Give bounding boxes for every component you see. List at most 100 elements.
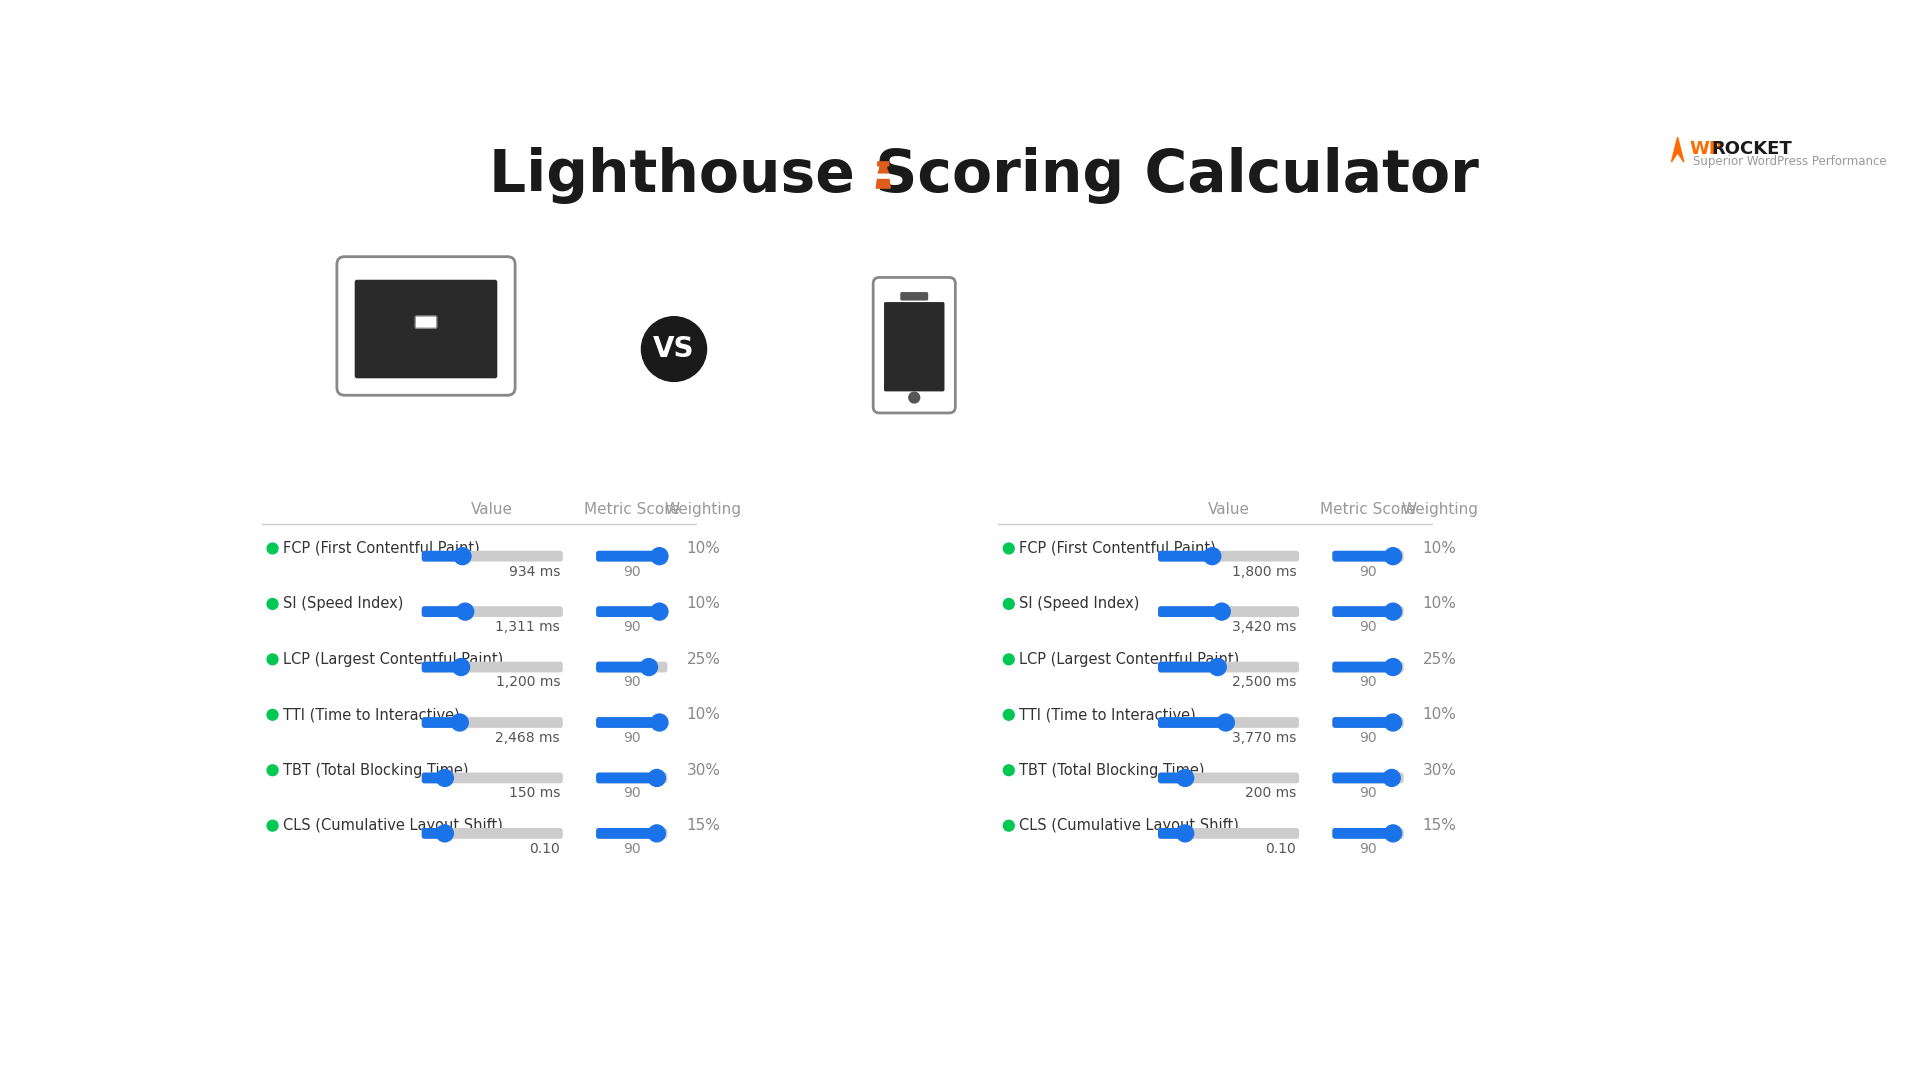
FancyBboxPatch shape — [1332, 551, 1404, 562]
Circle shape — [649, 825, 666, 841]
FancyBboxPatch shape — [874, 278, 956, 413]
FancyBboxPatch shape — [595, 717, 662, 728]
FancyBboxPatch shape — [422, 606, 468, 617]
FancyBboxPatch shape — [595, 772, 659, 783]
Circle shape — [453, 659, 470, 675]
Circle shape — [1382, 769, 1400, 786]
Text: Metric Score: Metric Score — [1321, 502, 1415, 517]
Circle shape — [436, 825, 453, 841]
Circle shape — [1384, 548, 1402, 565]
FancyBboxPatch shape — [422, 662, 563, 673]
FancyBboxPatch shape — [1332, 551, 1396, 562]
Text: 3,770 ms: 3,770 ms — [1233, 731, 1296, 745]
Circle shape — [457, 603, 474, 620]
Text: 3,420 ms: 3,420 ms — [1233, 620, 1296, 634]
FancyBboxPatch shape — [422, 606, 563, 617]
Circle shape — [436, 769, 453, 786]
Text: CLS (Cumulative Layout Shift): CLS (Cumulative Layout Shift) — [1020, 819, 1238, 833]
FancyBboxPatch shape — [595, 772, 668, 783]
FancyBboxPatch shape — [422, 551, 563, 562]
Circle shape — [1004, 821, 1014, 832]
Text: 90: 90 — [1359, 786, 1377, 800]
Text: 10%: 10% — [687, 707, 720, 723]
FancyBboxPatch shape — [595, 606, 668, 617]
Text: Value: Value — [470, 502, 513, 517]
FancyBboxPatch shape — [1332, 772, 1394, 783]
Circle shape — [1177, 769, 1194, 786]
Polygon shape — [411, 327, 442, 342]
Text: 15%: 15% — [687, 819, 720, 833]
Text: Weighting: Weighting — [1402, 502, 1478, 517]
Circle shape — [1384, 825, 1402, 841]
Text: FCP (First Contentful Paint): FCP (First Contentful Paint) — [282, 541, 480, 556]
Circle shape — [1384, 714, 1402, 731]
FancyBboxPatch shape — [1332, 772, 1404, 783]
FancyBboxPatch shape — [336, 257, 515, 395]
Text: 150 ms: 150 ms — [509, 786, 561, 800]
FancyBboxPatch shape — [422, 662, 465, 673]
FancyBboxPatch shape — [422, 828, 447, 839]
Circle shape — [651, 548, 668, 565]
FancyBboxPatch shape — [422, 717, 463, 728]
Circle shape — [651, 603, 668, 620]
FancyBboxPatch shape — [1332, 662, 1404, 673]
FancyBboxPatch shape — [355, 280, 497, 378]
FancyBboxPatch shape — [595, 662, 651, 673]
FancyBboxPatch shape — [595, 662, 668, 673]
Text: 90: 90 — [622, 731, 641, 745]
FancyBboxPatch shape — [1332, 828, 1404, 839]
FancyBboxPatch shape — [1158, 662, 1300, 673]
Circle shape — [1384, 603, 1402, 620]
FancyBboxPatch shape — [422, 828, 563, 839]
Polygon shape — [876, 171, 891, 188]
Text: 90: 90 — [622, 620, 641, 634]
FancyBboxPatch shape — [422, 717, 563, 728]
Text: SI (Speed Index): SI (Speed Index) — [1020, 596, 1139, 611]
Text: 15%: 15% — [1423, 819, 1457, 833]
FancyBboxPatch shape — [422, 772, 447, 783]
FancyBboxPatch shape — [422, 551, 465, 562]
Circle shape — [1217, 714, 1235, 731]
Text: FCP (First Contentful Paint): FCP (First Contentful Paint) — [1020, 541, 1215, 556]
FancyBboxPatch shape — [1332, 717, 1404, 728]
FancyBboxPatch shape — [1158, 828, 1188, 839]
Circle shape — [908, 392, 920, 403]
Text: CLS (Cumulative Layout Shift): CLS (Cumulative Layout Shift) — [282, 819, 503, 833]
FancyBboxPatch shape — [1158, 551, 1300, 562]
Text: Superior WordPress Performance: Superior WordPress Performance — [1693, 156, 1887, 168]
Text: SI (Speed Index): SI (Speed Index) — [282, 596, 403, 611]
Text: 0.10: 0.10 — [1265, 841, 1296, 855]
Text: 90: 90 — [622, 841, 641, 855]
Text: 30%: 30% — [687, 762, 720, 778]
Text: 10%: 10% — [1423, 541, 1457, 556]
Text: 90: 90 — [1359, 675, 1377, 689]
Text: 25%: 25% — [687, 652, 720, 666]
Circle shape — [1384, 659, 1402, 675]
Circle shape — [649, 769, 666, 786]
FancyBboxPatch shape — [1332, 828, 1396, 839]
Text: 0.10: 0.10 — [530, 841, 561, 855]
Circle shape — [1210, 659, 1227, 675]
FancyBboxPatch shape — [595, 551, 668, 562]
Circle shape — [267, 821, 278, 832]
FancyBboxPatch shape — [1158, 772, 1188, 783]
Circle shape — [1004, 598, 1014, 609]
Text: 90: 90 — [622, 675, 641, 689]
Text: 1,200 ms: 1,200 ms — [495, 675, 561, 689]
Circle shape — [641, 659, 657, 675]
Text: Metric Score: Metric Score — [584, 502, 680, 517]
Circle shape — [1004, 765, 1014, 775]
FancyBboxPatch shape — [1158, 551, 1215, 562]
Circle shape — [267, 598, 278, 609]
FancyBboxPatch shape — [1158, 606, 1225, 617]
Text: 2,500 ms: 2,500 ms — [1233, 675, 1296, 689]
Text: ROCKET: ROCKET — [1711, 139, 1791, 158]
Circle shape — [1004, 710, 1014, 720]
Circle shape — [453, 548, 470, 565]
FancyBboxPatch shape — [415, 316, 438, 328]
Text: 200 ms: 200 ms — [1244, 786, 1296, 800]
Text: 90: 90 — [1359, 731, 1377, 745]
FancyBboxPatch shape — [1158, 717, 1300, 728]
FancyBboxPatch shape — [394, 338, 457, 352]
Text: 30%: 30% — [1423, 762, 1457, 778]
